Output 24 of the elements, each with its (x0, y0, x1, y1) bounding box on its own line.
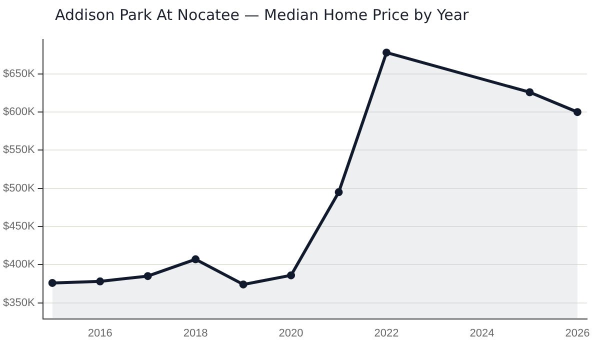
point (573, 108, 582, 116)
point (192, 255, 200, 264)
point (144, 272, 152, 280)
y-tick-label: $500K (2, 182, 36, 194)
point (48, 278, 56, 287)
y-tick-label: $550K (2, 144, 36, 156)
x-tick-label: 2022 (374, 327, 399, 340)
y-tick-label: $650K (2, 68, 36, 80)
x-tick-label: 2024 (470, 327, 494, 340)
point (287, 271, 296, 280)
chart-title: Addison Park At Nocatee — Median Home Price by Year (55, 6, 469, 24)
x-tick-label: 2018 (183, 327, 208, 340)
point (526, 88, 534, 96)
point (382, 48, 391, 57)
point (334, 188, 343, 196)
x-tick-label: 2020 (278, 327, 304, 340)
y-tick-label: $400K (2, 258, 36, 271)
x-tick-label: 2026 (565, 327, 590, 340)
y-tick-label: $450K (2, 220, 36, 233)
y-tick-label: $600K (2, 106, 36, 118)
x-tick-label: 2016 (88, 327, 112, 340)
point (239, 280, 248, 288)
y-tick-label: $350K (2, 296, 36, 309)
point (96, 277, 104, 286)
